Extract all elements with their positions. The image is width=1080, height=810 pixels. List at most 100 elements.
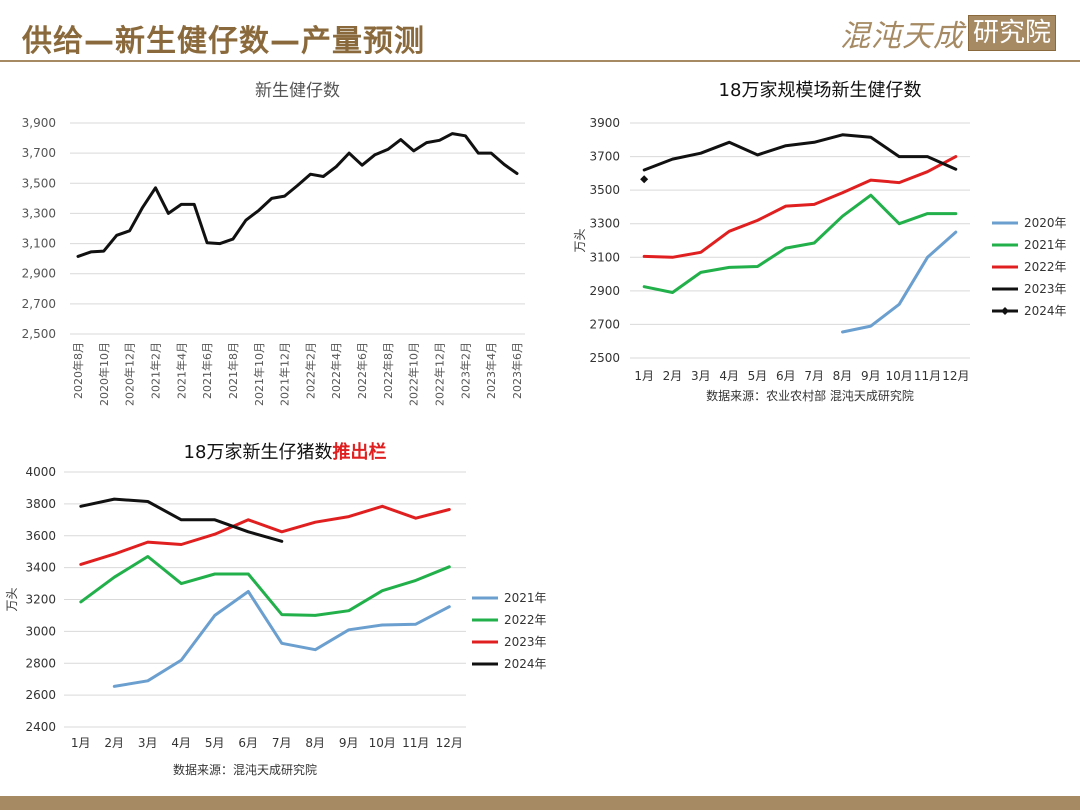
chart2-svg: 18万家规模场新生健仔数 2500 2700 2900 3100 3300 3500 3700… — [573, 80, 1067, 403]
x-tick-label: 5月 — [748, 369, 768, 383]
footer-bar — [0, 796, 1080, 810]
logo-script: 混沌天成 — [839, 19, 964, 54]
source-note: 数据来源：农业农村部 混沌天成研究院 — [706, 388, 914, 403]
y-axis-label: 万头 — [573, 228, 587, 252]
y-tick-label: 3600 — [25, 529, 56, 543]
y-tick-label: 3,900 — [22, 116, 56, 130]
series-line-2021年 — [642, 193, 958, 294]
y-axis-label: 万头 — [5, 587, 19, 611]
series-line-2020年 — [841, 230, 958, 334]
x-tick-label: 12月 — [942, 369, 969, 383]
x-tick-label: 2022年8月 — [381, 342, 395, 399]
x-tick-label: 10月 — [886, 369, 913, 383]
x-tick-label: 5月 — [205, 736, 225, 750]
x-tick-label: 2021年6月 — [200, 342, 214, 399]
x-tick-label: 11月 — [402, 736, 429, 750]
legend-label: 2020年 — [1024, 216, 1067, 230]
data-point-marker — [640, 175, 649, 184]
series-line-2022年 — [79, 555, 451, 617]
x-tick-label: 2023年2月 — [458, 342, 472, 399]
x-tick-label: 2022年10月 — [407, 342, 421, 406]
x-tick-label: 1月 — [71, 736, 91, 750]
x-tick-label: 2020年10月 — [97, 342, 111, 406]
x-tick-label: 2月 — [104, 736, 124, 750]
series-line-2024年 — [79, 497, 284, 543]
x-tick-label: 4月 — [171, 736, 191, 750]
y-tick-label: 3300 — [589, 217, 620, 231]
x-tick-label: 2021年2月 — [148, 342, 162, 399]
chart-new-healthy-piglets: 新生健仔数 2,500 2,700 2,900 3,100 3,300 3,500 3,700… — [0, 66, 560, 426]
chart-newborn-piglets-projection: 18万家新生仔猪数推出栏 2400 2600 2800 3000 3200 3400 3600… — [0, 432, 560, 792]
x-tick-label: 11月 — [914, 369, 941, 383]
x-tick-label: 8月 — [305, 736, 325, 750]
x-tick-label: 9月 — [861, 369, 881, 383]
chart1-svg: 新生健仔数 2,500 2,700 2,900 3,100 3,300 3,500 3,700… — [22, 81, 525, 406]
y-tick-label: 2,500 — [22, 327, 56, 341]
x-tick-label: 9月 — [339, 736, 359, 750]
chart-title-main: 18万家新生仔猪数 — [184, 442, 333, 463]
x-tick-label: 2021年8月 — [226, 342, 240, 399]
x-tick-label: 2月 — [663, 369, 683, 383]
series-line-2021年 — [112, 590, 451, 688]
legend-label: 2023年 — [1024, 282, 1067, 296]
y-tick-label: 3100 — [589, 250, 620, 264]
chart-title: 新生健仔数 — [255, 81, 340, 101]
y-tick-label: 2900 — [589, 284, 620, 298]
legend-label: 2021年 — [504, 591, 547, 605]
y-tick-label: 3900 — [589, 116, 620, 130]
legend-label: 2024年 — [504, 657, 547, 671]
chart-title-highlight: 推出栏 — [332, 441, 386, 463]
y-tick-label: 2700 — [589, 317, 620, 331]
y-tick-label: 2,700 — [22, 297, 56, 311]
x-tick-label: 10月 — [369, 736, 396, 750]
legend-label: 2024年 — [1024, 304, 1067, 318]
y-tick-label: 3000 — [25, 624, 56, 638]
chart-scale-farm-piglets: 18万家规模场新生健仔数 2500 2700 2900 3100 3300 3500 3700… — [560, 66, 1080, 426]
y-tick-label: 2,900 — [22, 267, 56, 281]
y-tick-label: 2500 — [589, 351, 620, 365]
x-tick-label: 2022年4月 — [329, 342, 343, 399]
series-line-series-0 — [76, 132, 519, 258]
x-tick-label: 6月 — [776, 369, 796, 383]
legend-label: 2021年 — [1024, 238, 1067, 252]
x-tick-label: 2020年12月 — [123, 342, 137, 406]
y-tick-label: 2800 — [25, 656, 56, 670]
y-tick-label: 3700 — [589, 150, 620, 164]
legend-label: 2023年 — [504, 635, 547, 649]
y-tick-label: 3500 — [589, 183, 620, 197]
x-tick-label: 2023年6月 — [510, 342, 524, 399]
x-tick-label: 2023年4月 — [484, 342, 498, 399]
series-line-2022年 — [642, 155, 958, 259]
y-tick-label: 3400 — [25, 561, 56, 575]
page-title: 供给—新生健仔数—产量预测 — [22, 24, 425, 59]
series-line-2023年 — [79, 504, 451, 566]
y-tick-label: 3,500 — [22, 176, 56, 190]
y-tick-label: 3,700 — [22, 146, 56, 160]
source-note: 数据来源：混沌天成研究院 — [173, 762, 317, 777]
x-tick-label: 2022年2月 — [303, 342, 317, 399]
chart3-svg: 18万家新生仔猪数推出栏 2400 2600 2800 3000 3200 3400 3600… — [5, 441, 547, 777]
chart-title: 18万家规模场新生健仔数 — [719, 80, 922, 101]
x-tick-label: 2022年12月 — [433, 342, 447, 406]
y-tick-label: 3800 — [25, 497, 56, 511]
y-tick-label: 2600 — [25, 688, 56, 702]
logo-box: 研究院 — [967, 15, 1056, 51]
brand-logo: 混沌天成 研究院 — [839, 14, 1056, 54]
y-tick-label: 4000 — [25, 465, 56, 479]
x-tick-label: 4月 — [719, 369, 739, 383]
series-line-2023年 — [642, 133, 958, 172]
y-tick-label: 3,300 — [22, 206, 56, 220]
x-tick-label: 2022年6月 — [355, 342, 369, 399]
x-tick-label: 6月 — [238, 736, 258, 750]
x-tick-label: 2021年12月 — [278, 342, 292, 406]
x-tick-label: 7月 — [804, 369, 824, 383]
x-tick-label: 12月 — [436, 736, 463, 750]
chart-title: 18万家新生仔猪数推出栏 — [184, 441, 387, 463]
x-tick-label: 7月 — [272, 736, 292, 750]
header-divider — [0, 60, 1080, 62]
x-tick-label: 2020年8月 — [71, 342, 85, 399]
legend-marker — [1001, 307, 1009, 315]
y-tick-label: 3,100 — [22, 237, 56, 251]
legend-label: 2022年 — [504, 613, 547, 627]
y-tick-label: 2400 — [25, 720, 56, 734]
